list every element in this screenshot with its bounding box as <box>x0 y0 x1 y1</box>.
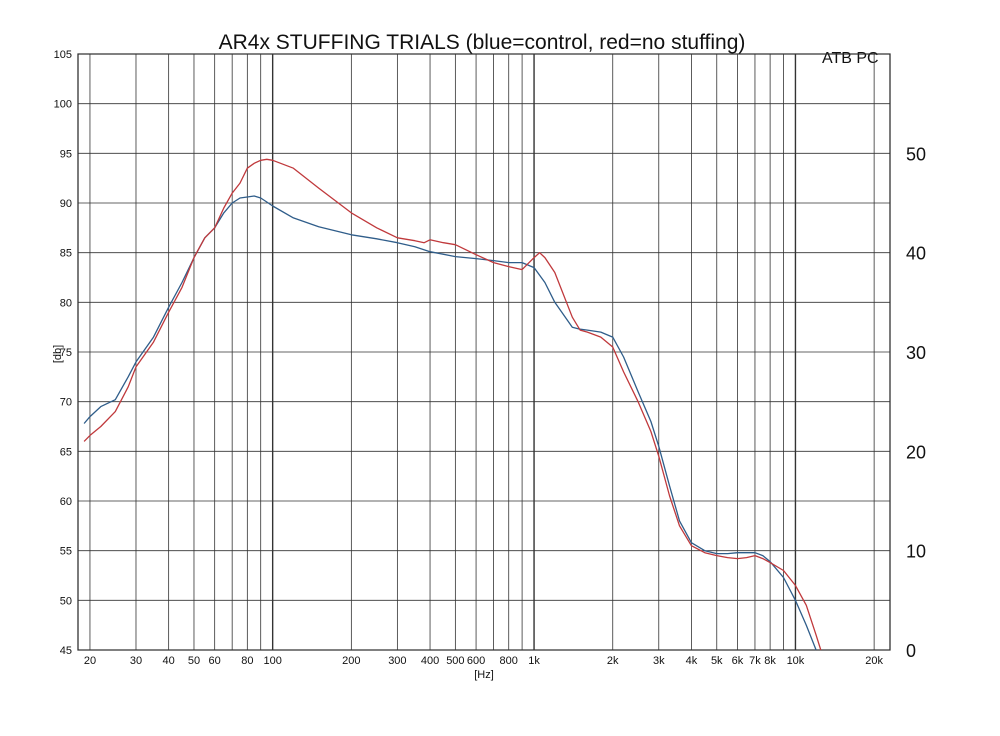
y-tick-label: 65 <box>60 446 72 458</box>
right-tick-label: 30 <box>906 343 926 363</box>
x-tick-label: 50 <box>188 655 200 667</box>
x-tick-label: 300 <box>388 655 406 667</box>
y-tick-label: 90 <box>60 198 72 210</box>
x-tick-label: 400 <box>421 655 439 667</box>
y-tick-label: 80 <box>60 297 72 309</box>
x-tick-label: 200 <box>342 655 360 667</box>
x-tick-label: 7k <box>749 655 761 667</box>
x-tick-label: 5k <box>711 655 723 667</box>
x-tick-label: 6k <box>732 655 744 667</box>
x-tick-label: 500 <box>446 655 464 667</box>
x-tick-label: 800 <box>500 655 518 667</box>
chart-title: AR4x STUFFING TRIALS (blue=control, red=… <box>219 31 746 54</box>
y-tick-label: 85 <box>60 248 72 260</box>
y-tick-label: 75 <box>60 347 72 359</box>
right-tick-label: 50 <box>906 144 926 164</box>
x-tick-label: 3k <box>653 655 665 667</box>
corner-label: ATB PC <box>822 50 879 67</box>
x-tick-label: 100 <box>263 655 281 667</box>
x-tick-label: 80 <box>241 655 253 667</box>
y-tick-label: 100 <box>54 99 72 111</box>
y-tick-label: 95 <box>60 148 72 160</box>
y-tick-label: 55 <box>60 546 72 558</box>
x-tick-label: 30 <box>130 655 142 667</box>
x-tick-label: 4k <box>686 655 698 667</box>
x-tick-label: 60 <box>209 655 221 667</box>
y-tick-label: 60 <box>60 496 72 508</box>
x-tick-label: 40 <box>163 655 175 667</box>
x-tick-label: 1k <box>528 655 540 667</box>
right-tick-label: 0 <box>906 641 916 661</box>
x-tick-label: 20k <box>865 655 883 667</box>
x-tick-label: 20 <box>84 655 96 667</box>
y-axis-label: [db] <box>52 345 64 363</box>
grid <box>77 53 891 651</box>
series-line-no-stuffing <box>83 158 822 651</box>
x-tick-label: 8k <box>764 655 776 667</box>
y-tick-label: 105 <box>54 49 72 61</box>
y-tick-label: 70 <box>60 397 72 409</box>
right-tick-label: 10 <box>906 542 926 562</box>
right-tick-label: 20 <box>906 442 926 462</box>
x-tick-label: 600 <box>467 655 485 667</box>
series-lines <box>83 158 822 651</box>
y-tick-label: 45 <box>60 645 72 657</box>
y-tick-label: 50 <box>60 595 72 607</box>
x-tick-label: 2k <box>607 655 619 667</box>
x-tick-label: 10k <box>787 655 805 667</box>
right-tick-label: 40 <box>906 244 926 264</box>
x-axis-label: [Hz] <box>474 669 494 681</box>
